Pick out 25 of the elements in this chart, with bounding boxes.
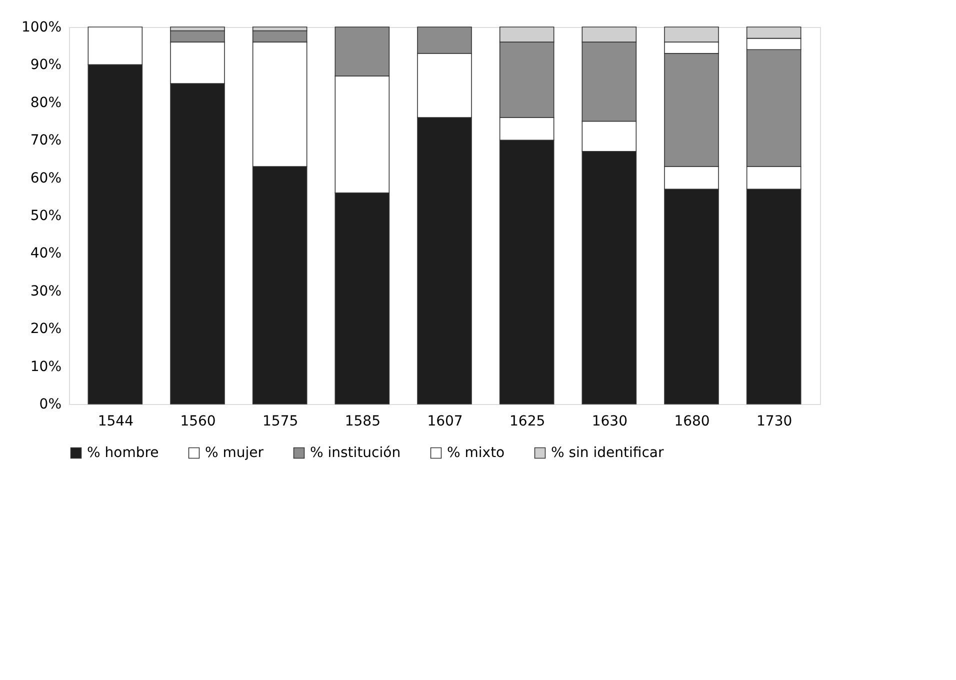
x-tick-label: 1630 xyxy=(592,414,628,430)
y-tick-label: 30% xyxy=(30,283,62,300)
legend-label: % hombre xyxy=(87,445,159,461)
x-tick-label: 1730 xyxy=(756,414,792,430)
y-tick-label: 70% xyxy=(30,132,62,149)
y-tick-label: 0% xyxy=(39,396,62,412)
legend-label: % mujer xyxy=(205,445,264,461)
y-tick-label: 20% xyxy=(30,321,62,338)
legend-label: % sin identificar xyxy=(551,445,664,461)
x-tick-label: 1607 xyxy=(427,414,463,430)
y-tick-label: 50% xyxy=(30,208,62,224)
legend-label: % mixto xyxy=(447,445,505,461)
x-tick-label: 1575 xyxy=(262,414,298,430)
x-tick-label: 1544 xyxy=(98,414,134,430)
y-tick-label: 100% xyxy=(21,20,62,36)
y-tick-label: 60% xyxy=(30,170,62,186)
y-tick-label: 80% xyxy=(30,94,62,111)
y-tick-label: 90% xyxy=(30,57,62,74)
x-tick-label: 1585 xyxy=(344,414,380,430)
y-tick-label: 40% xyxy=(30,246,62,262)
x-tick-label: 1680 xyxy=(674,414,710,430)
legend-label: % institución xyxy=(310,445,401,461)
y-tick-label: 10% xyxy=(30,358,62,375)
x-tick-label: 1625 xyxy=(510,414,546,430)
x-tick-label: 1560 xyxy=(180,414,216,430)
